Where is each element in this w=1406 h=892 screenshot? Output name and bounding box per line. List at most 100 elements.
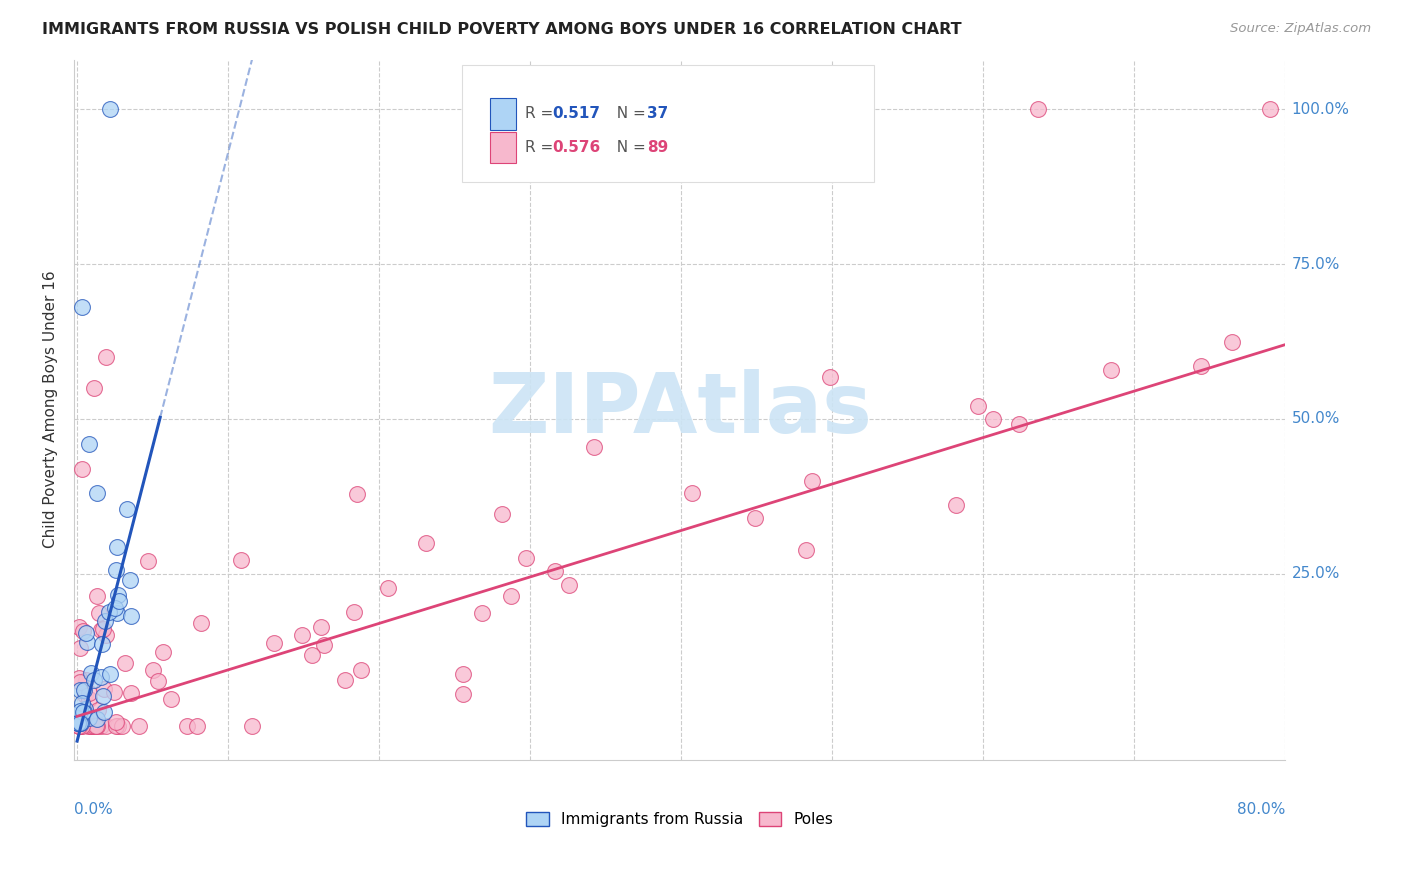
Point xyxy=(945,498,967,512)
Point xyxy=(1028,102,1050,116)
Point xyxy=(160,691,183,706)
Point xyxy=(86,486,108,500)
Point xyxy=(66,715,89,730)
Point xyxy=(1099,363,1122,377)
Point xyxy=(67,619,90,633)
Point xyxy=(73,683,96,698)
Point xyxy=(93,681,115,696)
Point xyxy=(67,718,90,732)
Point xyxy=(1258,102,1281,116)
Point xyxy=(97,605,120,619)
Point xyxy=(104,718,127,732)
Text: R =: R = xyxy=(524,140,558,154)
Point xyxy=(104,714,127,729)
Point xyxy=(128,718,150,732)
Point xyxy=(75,626,97,640)
Point xyxy=(75,702,97,716)
Point xyxy=(98,667,121,681)
Text: 0.576: 0.576 xyxy=(553,140,600,154)
Point xyxy=(69,674,91,689)
Point xyxy=(91,637,114,651)
Legend: Immigrants from Russia, Poles: Immigrants from Russia, Poles xyxy=(520,805,839,833)
Point xyxy=(80,718,103,732)
Point xyxy=(186,718,208,732)
Text: N =: N = xyxy=(607,140,651,154)
Point xyxy=(346,487,368,501)
Point xyxy=(176,718,198,732)
Text: ZIPAtlas: ZIPAtlas xyxy=(488,369,872,450)
Point xyxy=(146,673,169,688)
Point xyxy=(69,683,91,698)
Point xyxy=(350,663,373,677)
Point xyxy=(73,688,96,702)
Point xyxy=(96,628,118,642)
Point xyxy=(84,718,107,732)
Point xyxy=(118,573,141,587)
Point xyxy=(67,717,90,731)
Point xyxy=(966,399,988,413)
Point xyxy=(1220,335,1243,350)
Point xyxy=(501,590,523,604)
Point xyxy=(90,623,112,637)
Point xyxy=(76,635,98,649)
Point xyxy=(72,718,94,732)
Point xyxy=(73,716,96,731)
Point xyxy=(83,718,105,732)
Point xyxy=(98,102,121,116)
Point xyxy=(744,511,766,525)
Point xyxy=(111,718,134,732)
Text: 0.0%: 0.0% xyxy=(75,802,112,817)
Point xyxy=(96,718,118,732)
Point xyxy=(70,696,93,710)
Point xyxy=(77,436,100,450)
Point xyxy=(583,440,606,454)
Point xyxy=(94,614,117,628)
Point xyxy=(83,673,105,688)
Point xyxy=(90,670,112,684)
Point xyxy=(69,715,91,730)
Point xyxy=(86,589,108,603)
Point xyxy=(377,581,399,595)
Point xyxy=(451,667,474,681)
Point xyxy=(66,715,89,730)
FancyBboxPatch shape xyxy=(489,132,516,163)
Point xyxy=(1008,417,1031,431)
Point xyxy=(72,624,94,639)
Point xyxy=(77,692,100,706)
Point xyxy=(86,703,108,717)
Text: 80.0%: 80.0% xyxy=(1237,802,1285,817)
Point xyxy=(142,663,165,677)
Point xyxy=(114,656,136,670)
Text: IMMIGRANTS FROM RUSSIA VS POLISH CHILD POVERTY AMONG BOYS UNDER 16 CORRELATION C: IMMIGRANTS FROM RUSSIA VS POLISH CHILD P… xyxy=(42,22,962,37)
Point xyxy=(80,718,103,732)
Point xyxy=(544,565,567,579)
Point xyxy=(83,718,105,732)
Point xyxy=(66,715,89,730)
Text: 0.517: 0.517 xyxy=(553,106,600,121)
Point xyxy=(291,628,314,642)
Point xyxy=(796,542,818,557)
Point xyxy=(75,706,97,720)
Point xyxy=(801,474,824,488)
Point xyxy=(681,486,703,500)
Point xyxy=(79,718,101,732)
Point xyxy=(70,301,93,315)
Point xyxy=(69,704,91,718)
Point xyxy=(343,605,366,619)
Point xyxy=(75,673,97,688)
Point xyxy=(491,507,513,521)
Text: N =: N = xyxy=(607,106,651,121)
FancyBboxPatch shape xyxy=(461,64,873,182)
Point xyxy=(107,588,129,602)
Point xyxy=(312,638,335,652)
Point xyxy=(91,689,114,703)
Point xyxy=(108,594,131,608)
Point xyxy=(231,553,253,567)
Text: Source: ZipAtlas.com: Source: ZipAtlas.com xyxy=(1230,22,1371,36)
Point xyxy=(105,541,128,555)
Point xyxy=(94,350,117,364)
Point xyxy=(818,369,841,384)
Point xyxy=(86,712,108,726)
Point xyxy=(67,718,90,732)
Point xyxy=(242,718,264,732)
